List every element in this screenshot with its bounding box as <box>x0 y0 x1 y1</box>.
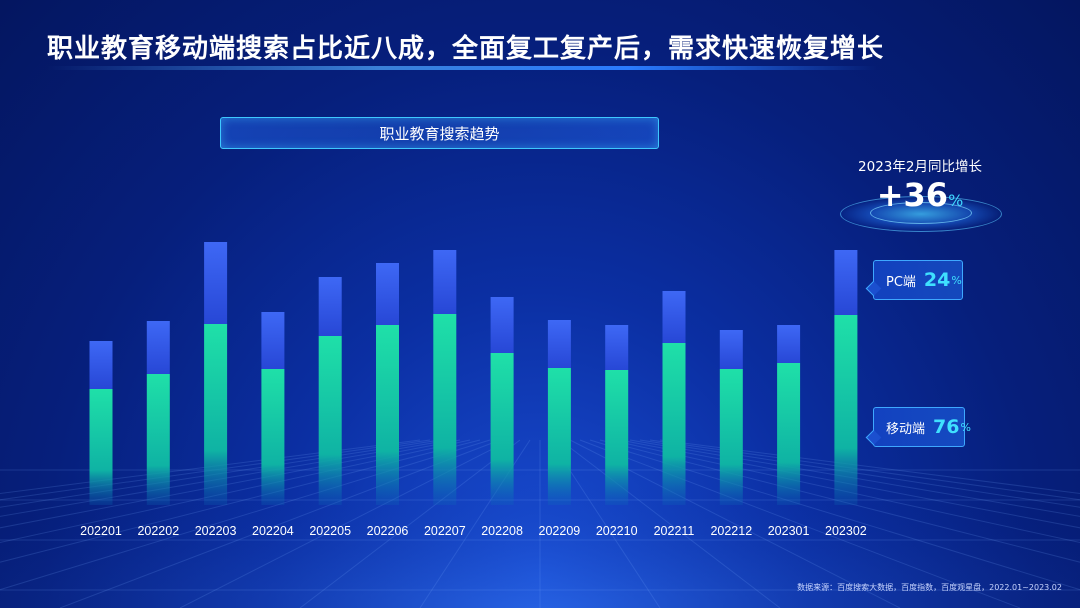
bar-pc-202204 <box>261 312 285 369</box>
bar-pc-202207 <box>433 250 457 314</box>
grid-ray <box>299 439 521 608</box>
grid-ray <box>559 439 781 608</box>
bar-pc-202212 <box>719 330 743 369</box>
bar-mobile-202208 <box>490 353 514 505</box>
bar-mobile-202209 <box>547 368 571 505</box>
growth-pedestal-ring <box>870 202 972 224</box>
callout-pc-value: 24 <box>923 269 951 291</box>
x-tick-label: 202201 <box>80 524 122 538</box>
x-tick-label: 202207 <box>424 524 466 538</box>
ground-glow <box>0 430 1080 608</box>
grid-ray <box>659 439 1080 494</box>
grid-ray <box>0 439 451 517</box>
grid-ray <box>0 439 421 494</box>
bar-pc-202209 <box>547 320 571 368</box>
callout-mobile: 移动端 76% <box>865 407 971 447</box>
grid-ray <box>579 439 1021 608</box>
x-tick-label: 202211 <box>654 524 695 538</box>
callout-pc-unit: % <box>951 273 962 287</box>
grid-ray <box>0 439 431 501</box>
x-tick-label: 202205 <box>309 524 351 538</box>
page-title: 职业教育移动端搜索占比近八成，全面复工复产后，需求快速恢复增长 <box>47 34 885 64</box>
bar-mobile-202211 <box>662 343 686 505</box>
source-note: 数据来源：百度搜索大数据，百度指数，百度观星盘，2022.01~2023.02 <box>797 583 1062 592</box>
growth-label: 2023年2月同比增长 <box>858 159 982 175</box>
bar-pc-202301 <box>777 325 801 363</box>
bar-mobile-202301 <box>777 363 801 505</box>
bar-mobile-202206 <box>376 325 399 505</box>
bar-mobile-202302 <box>834 315 858 505</box>
growth-number: +36 <box>876 176 949 214</box>
x-tick-label: 202212 <box>710 524 752 538</box>
bar-mobile-202207 <box>433 314 457 505</box>
bar-pc-202205 <box>318 277 342 336</box>
x-tick-label: 202208 <box>481 524 523 538</box>
bars-group <box>89 242 858 505</box>
x-tick-label: 202203 <box>195 524 237 538</box>
callout-pc-name: PC端 <box>886 274 916 290</box>
x-tick-label: 202202 <box>137 524 179 538</box>
callout-mobile-unit: % <box>960 420 971 434</box>
chart-title: 职业教育搜索趋势 <box>220 117 659 149</box>
bar-mobile-202202 <box>146 374 170 505</box>
bar-mobile-202204 <box>261 369 285 505</box>
x-tick-label: 202301 <box>768 524 810 538</box>
grid-ray <box>0 439 481 563</box>
x-tick-label: 202206 <box>367 524 409 538</box>
grid-ray <box>639 439 1080 508</box>
grid-ray <box>59 439 501 608</box>
bar-pc-202302 <box>834 250 858 315</box>
x-tick-label: 202209 <box>539 524 581 538</box>
bar-pc-202202 <box>146 321 170 374</box>
grid-ray <box>599 439 1080 563</box>
callout-mobile-value: 76 <box>933 416 960 438</box>
growth-unit: % <box>948 191 964 210</box>
x-tick-label: 202204 <box>252 524 294 538</box>
bar-pc-202201 <box>89 341 113 389</box>
title-underline <box>47 66 877 70</box>
bar-mobile-202205 <box>318 336 342 505</box>
bar-mobile-202203 <box>204 324 228 505</box>
bar-pc-202208 <box>490 297 514 353</box>
bar-pc-202206 <box>376 263 399 325</box>
x-tick-label: 202210 <box>596 524 638 538</box>
bar-pc-202211 <box>662 291 686 343</box>
callout-pc: PC端 24% <box>865 260 963 300</box>
growth-value: +36% <box>855 176 985 214</box>
chart-title-text: 职业教育搜索趋势 <box>379 124 500 143</box>
x-tick-label: 202302 <box>825 524 867 538</box>
bar-mobile-202212 <box>719 369 743 505</box>
bar-mobile-202210 <box>605 370 629 505</box>
bar-mobile-202201 <box>89 389 113 505</box>
callout-mobile-name: 移动端 <box>886 421 926 437</box>
grid-ray <box>0 439 461 529</box>
grid-ray <box>0 439 441 508</box>
x-axis-labels: 202201 202202 202203 202204 202205 202206 2022… <box>80 524 867 538</box>
grid-ray <box>619 439 1080 529</box>
bar-pc-202203 <box>204 242 228 324</box>
bar-pc-202210 <box>605 325 629 370</box>
